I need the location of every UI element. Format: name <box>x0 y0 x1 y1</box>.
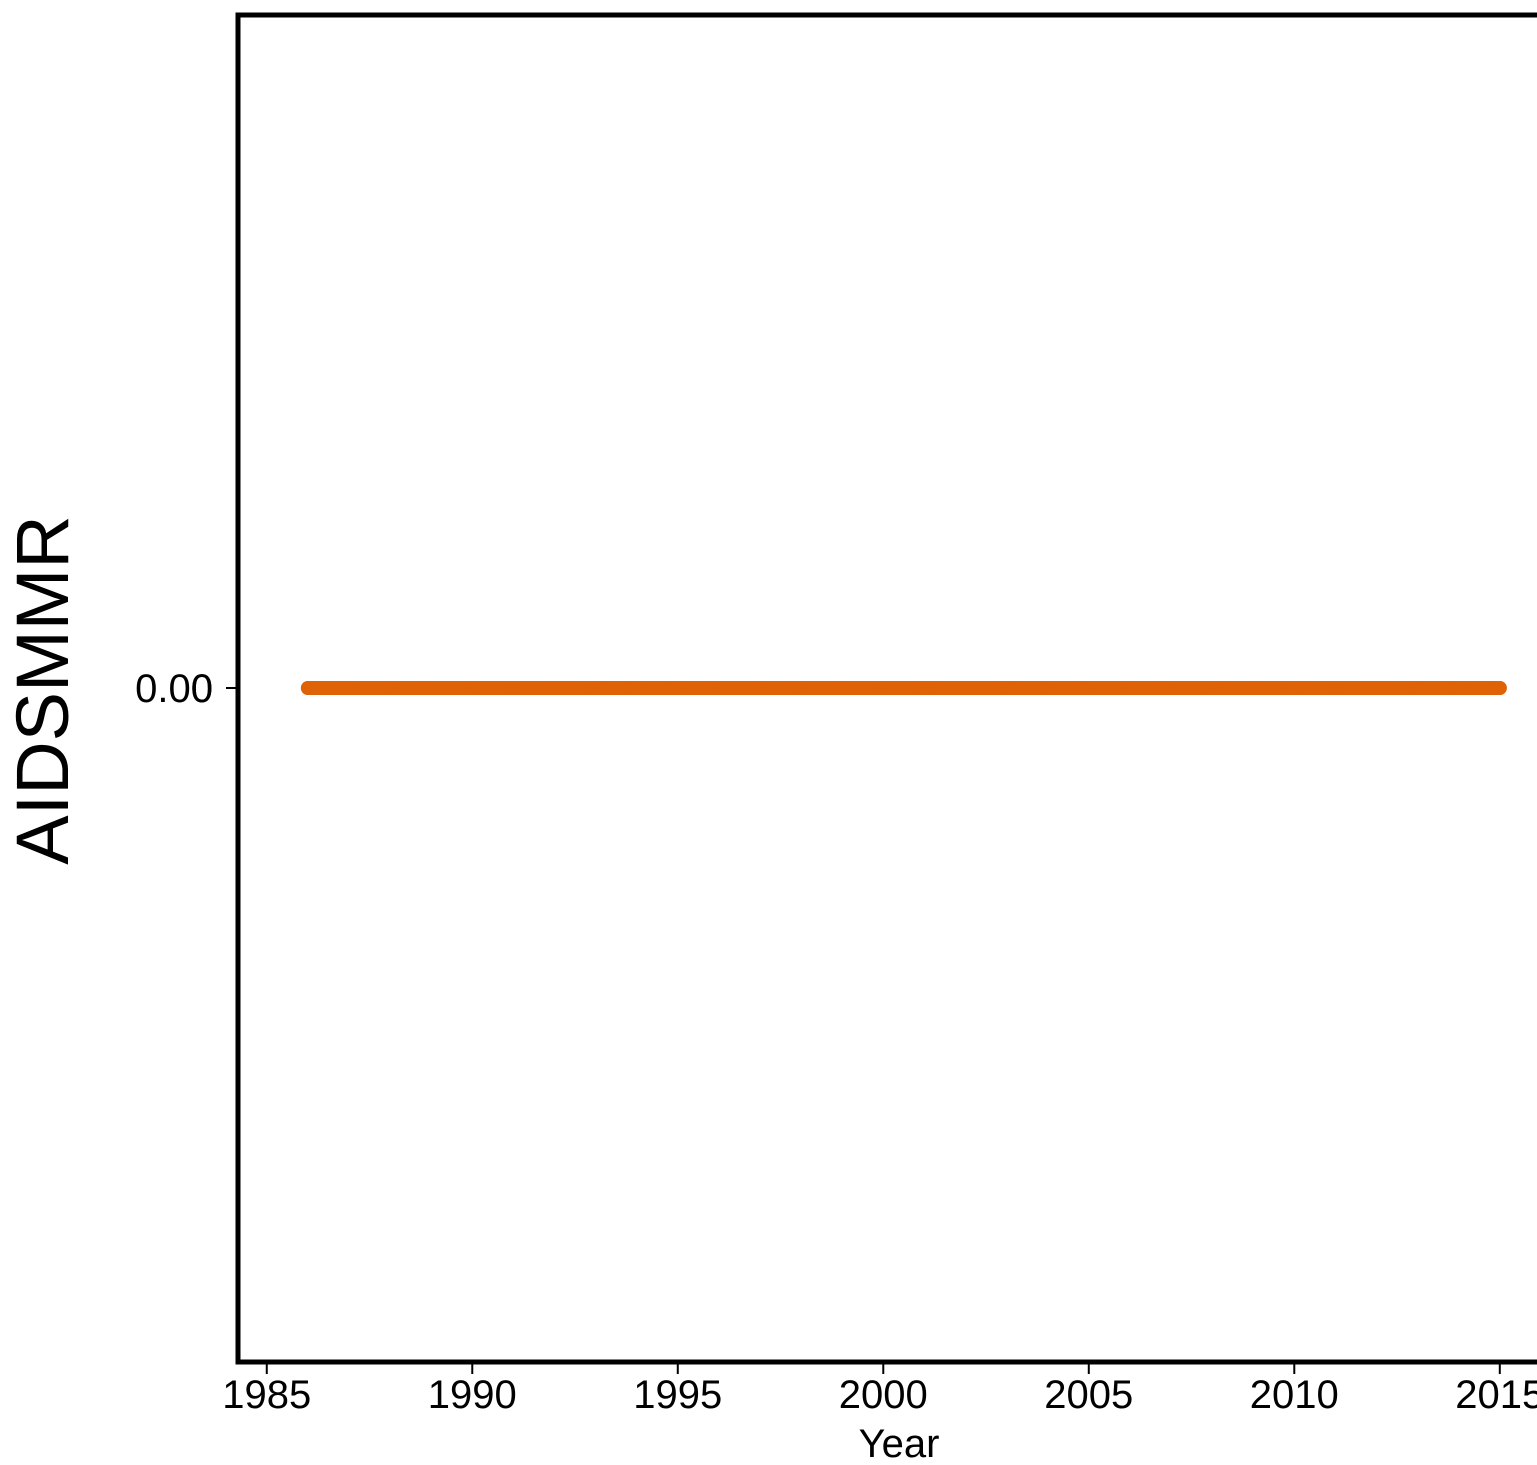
y-tick-label-0: 0.00 <box>135 667 213 711</box>
data-point-2003 <box>999 681 1014 695</box>
data-point-2002 <box>958 681 973 695</box>
data-point-1995 <box>670 681 685 695</box>
data-point-1990 <box>465 681 480 695</box>
data-point-2004 <box>1040 681 1055 695</box>
y-axis-title: AIDSMMR <box>1 515 84 864</box>
data-point-2012 <box>1369 681 1384 695</box>
x-tick-label-2015: 2015 <box>1455 1373 1537 1417</box>
data-point-1997 <box>753 681 767 695</box>
x-tick-label-1995: 1995 <box>633 1373 722 1417</box>
data-point-2006 <box>1122 681 1137 695</box>
data-point-1991 <box>506 681 521 695</box>
data-point-2001 <box>917 681 932 695</box>
x-tick-label-2000: 2000 <box>839 1373 928 1417</box>
x-tick-label-2010: 2010 <box>1250 1373 1339 1417</box>
data-point-2015 <box>1492 681 1507 695</box>
data-point-2014 <box>1451 681 1466 695</box>
x-axis-title: Year <box>859 1422 940 1465</box>
data-point-1993 <box>588 681 603 695</box>
data-point-1988 <box>383 681 398 695</box>
data-point-1996 <box>711 681 726 695</box>
data-point-2007 <box>1164 681 1178 695</box>
data-point-1994 <box>629 681 644 695</box>
data-point-1999 <box>835 681 850 695</box>
x-tick-label-2005: 2005 <box>1044 1373 1133 1417</box>
x-tick-label-1990: 1990 <box>428 1373 517 1417</box>
data-point-1992 <box>547 681 562 695</box>
data-point-2011 <box>1328 681 1343 695</box>
data-point-1998 <box>794 681 809 695</box>
x-axis: 1985 1990 1995 2000 2005 2010 2015 <box>222 1362 1537 1417</box>
x-tick-label-1985: 1985 <box>222 1373 311 1417</box>
data-point-2013 <box>1410 681 1425 695</box>
data-point-1987 <box>342 681 356 695</box>
data-point-2005 <box>1081 681 1096 695</box>
y-axis: 0.000 <box>135 667 238 711</box>
series-layer <box>300 681 1507 695</box>
data-point-1989 <box>424 681 439 695</box>
data-point-2009 <box>1246 681 1261 695</box>
data-point-2010 <box>1287 681 1302 695</box>
data-point-2000 <box>876 681 891 695</box>
data-point-2008 <box>1205 681 1220 695</box>
y-tick-label-1: 0 <box>191 667 213 711</box>
data-point-1986 <box>300 681 315 695</box>
